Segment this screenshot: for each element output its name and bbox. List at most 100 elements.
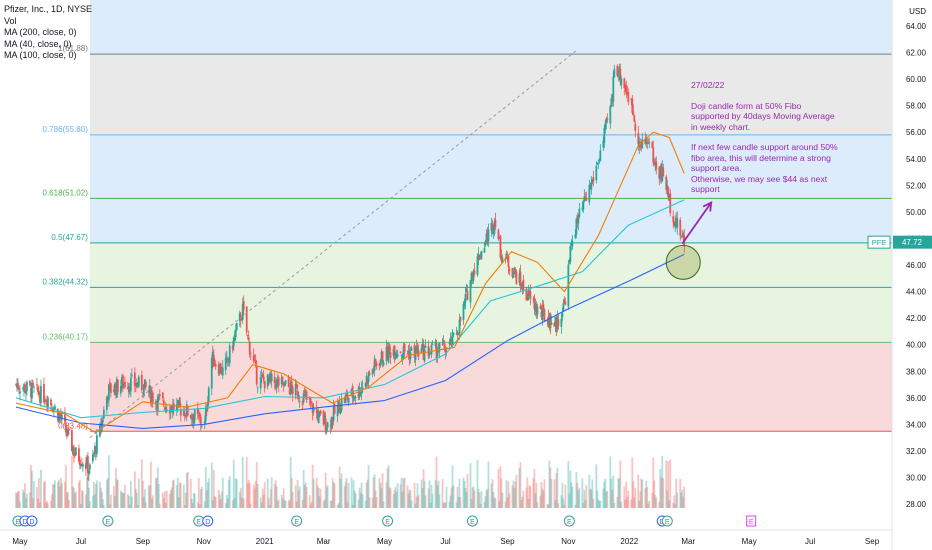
candle-body xyxy=(557,319,560,327)
volume-bar xyxy=(165,490,168,508)
candle-body xyxy=(458,319,461,334)
candle-body xyxy=(262,376,265,381)
volume-bar xyxy=(382,501,385,508)
volume-bar xyxy=(163,491,166,508)
volume-bar xyxy=(61,482,63,508)
volume-bar xyxy=(623,486,626,508)
volume-bar xyxy=(245,457,248,508)
candle-body xyxy=(605,118,608,124)
candle-body xyxy=(463,301,466,306)
volume-bar xyxy=(485,490,488,508)
candle-body xyxy=(668,195,671,199)
volume-bar xyxy=(198,504,201,508)
event-marker-label: D xyxy=(29,519,34,526)
candle-body xyxy=(532,298,535,300)
time-tick-label: Jul xyxy=(76,537,86,546)
volume-bar xyxy=(105,480,108,508)
candle-body xyxy=(661,166,664,181)
volume-bar xyxy=(46,500,48,508)
candle-body xyxy=(280,377,283,384)
candle-body xyxy=(162,400,165,406)
candle-body xyxy=(232,337,235,347)
fib-level-label: 0.236(40.17) xyxy=(43,332,89,341)
support-highlight-circle xyxy=(665,244,701,280)
candle-body xyxy=(277,377,280,386)
volume-bar xyxy=(473,490,476,508)
volume-bar xyxy=(379,483,382,508)
volume-bar xyxy=(60,477,62,508)
candle-body xyxy=(371,369,374,375)
volume-bar xyxy=(441,479,444,508)
candle-body xyxy=(275,379,278,388)
candle-body xyxy=(120,377,123,385)
candle-body xyxy=(259,377,262,389)
volume-bar xyxy=(99,487,102,508)
volume-bar xyxy=(434,480,437,508)
volume-bar xyxy=(582,503,585,508)
volume-bar xyxy=(457,496,460,508)
candle-body xyxy=(480,250,483,259)
volume-bar xyxy=(15,492,17,508)
candle-body xyxy=(114,385,117,395)
candle-body xyxy=(136,385,139,387)
candle-body xyxy=(632,111,635,115)
candle-body xyxy=(535,303,538,312)
candle-body xyxy=(430,345,433,355)
candle-body xyxy=(484,241,487,246)
candle-body xyxy=(597,163,600,165)
volume-bar xyxy=(462,477,465,508)
candle-body xyxy=(413,345,416,358)
candle-body xyxy=(396,354,399,357)
volume-bar xyxy=(169,490,172,508)
volume-bar xyxy=(617,478,620,508)
candle-body xyxy=(333,404,336,414)
volume-bar xyxy=(575,471,578,508)
volume-bar xyxy=(178,482,181,508)
candle-body xyxy=(182,410,185,416)
volume-bar xyxy=(204,467,207,508)
volume-bar xyxy=(557,503,560,508)
candle-body xyxy=(18,387,20,391)
candle-body xyxy=(109,383,112,393)
candle-body xyxy=(225,356,228,357)
volume-bar xyxy=(130,496,133,508)
volume-bar xyxy=(637,474,640,508)
candle-body xyxy=(620,78,623,85)
candle-body xyxy=(287,377,290,387)
volume-bar xyxy=(431,493,434,508)
candle-body xyxy=(507,255,510,268)
volume-bar xyxy=(682,496,685,508)
candle-body xyxy=(308,396,311,400)
candle-body xyxy=(655,161,658,170)
candle-body xyxy=(476,256,479,275)
volume-bar xyxy=(157,483,160,508)
volume-bar xyxy=(458,478,461,508)
candle-body xyxy=(669,193,672,213)
fib-zone xyxy=(89,287,892,343)
candle-body xyxy=(522,279,525,291)
candle-body xyxy=(158,394,161,396)
volume-bar xyxy=(430,484,433,508)
volume-bar xyxy=(351,504,354,508)
candle-body xyxy=(101,419,104,423)
candle-body xyxy=(95,435,98,454)
volume-bar xyxy=(406,485,409,508)
volume-bar xyxy=(633,497,636,508)
volume-bar xyxy=(463,480,466,508)
volume-bar xyxy=(591,479,594,508)
volume-bar xyxy=(340,473,343,508)
candle-body xyxy=(660,163,663,179)
candle-body xyxy=(268,373,271,383)
candle-body xyxy=(296,390,299,399)
candle-body xyxy=(219,363,222,374)
candle-body xyxy=(175,404,178,411)
volume-bar xyxy=(498,501,501,508)
volume-bar xyxy=(532,478,535,508)
candle-body xyxy=(365,376,368,384)
ma100-line xyxy=(15,199,685,419)
volume-bar xyxy=(185,473,188,508)
candle-body xyxy=(61,414,63,420)
volume-bar xyxy=(211,500,214,508)
candle-body xyxy=(512,272,515,278)
